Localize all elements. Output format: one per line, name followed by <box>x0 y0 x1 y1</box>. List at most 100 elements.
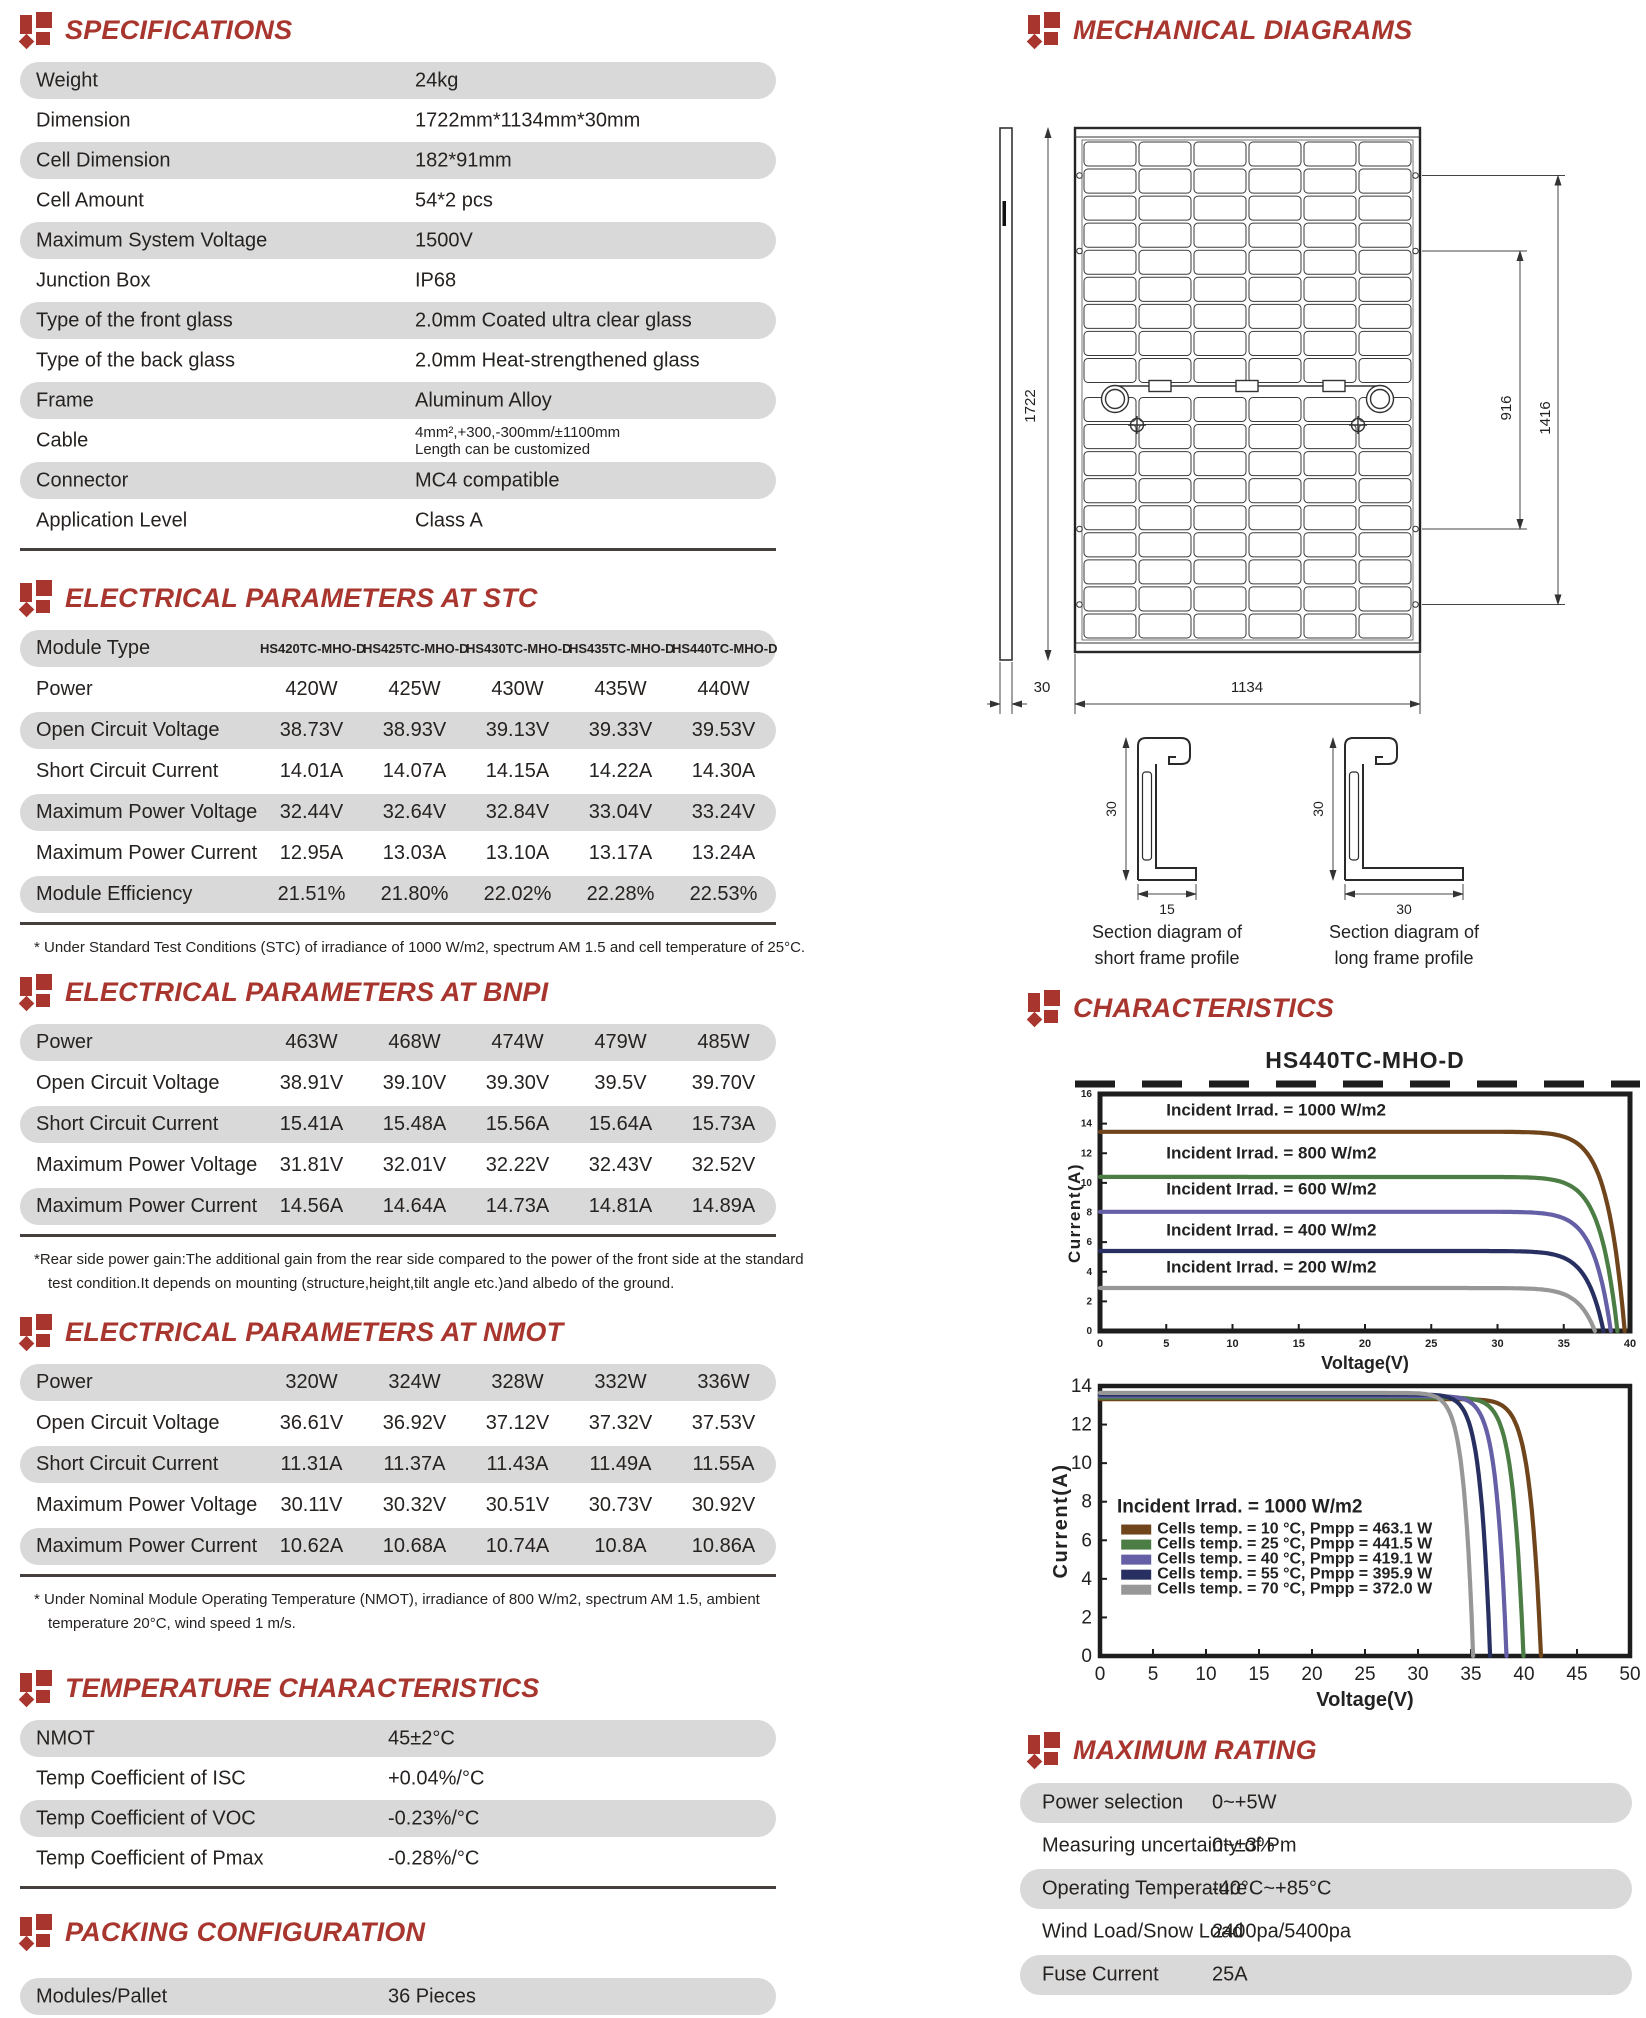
footnote-line: *Rear side power gain:The additional gai… <box>34 1251 804 1268</box>
mechanical-diagram: 1722 <box>987 126 1565 968</box>
characteristics-header: CHARACTERISTICS <box>985 988 1646 1028</box>
param-row: Open Circuit Voltage 38.91V 39.10V 39.30V 39… <box>20 1065 776 1102</box>
param-row: Open Circuit Voltage 38.73V 38.93V 39.13V 39… <box>20 712 776 749</box>
section-characteristics: CHARACTERISTICS <box>985 988 1646 1040</box>
svg-text:Incident Irrad. = 800 W/m2: Incident Irrad. = 800 W/m2 <box>1166 1143 1376 1162</box>
section-marker-icon <box>18 974 52 1012</box>
table-row: Temp Coefficient of VOC -0.23%/°C <box>20 1800 776 1837</box>
junction-box-assembly <box>1100 379 1395 434</box>
row-label: Temp Coefficient of VOC <box>36 1807 256 1829</box>
maximum-rating-table: Power selection 0~+5W Measuring uncertaint… <box>1020 1783 1632 1995</box>
maximum-rating-header: MAXIMUM RATING <box>985 1730 1646 1770</box>
svg-text:15: 15 <box>1248 1664 1269 1685</box>
param-value: 39.13V <box>485 719 550 741</box>
section-marker-icon <box>1026 1732 1060 1770</box>
section-marker-icon <box>1026 990 1060 1028</box>
dim-width-1134 <box>1074 654 1421 714</box>
param-value: 32.64V <box>382 801 447 823</box>
table-row: Wind Load/Snow Load 2400pa/5400pa <box>1020 1912 1632 1952</box>
row-label: Application Level <box>36 509 188 531</box>
param-value: 10.8A <box>594 1535 647 1557</box>
param-value: 22.28% <box>586 883 655 905</box>
section-title: TEMPERATURE CHARACTERISTICS <box>65 1672 540 1703</box>
svg-text:Cells temp. = 10 °C, Pmpp = 4: Cells temp. = 10 °C, Pmpp = 463.1 W <box>1157 1521 1433 1538</box>
param-row: Short Circuit Current 11.31A 11.37A 11.43A 1… <box>20 1446 776 1483</box>
svg-text:10: 10 <box>1071 1453 1092 1474</box>
svg-text:35: 35 <box>1558 1338 1570 1350</box>
param-value: 32.22V <box>485 1154 550 1176</box>
svg-text:8: 8 <box>1086 1208 1092 1219</box>
row-value-line: 4mm²,+300,-300mm/±1100mm <box>415 423 621 441</box>
nmot-header: ELECTRICAL PARAMETERS AT NMOT <box>18 1312 776 1352</box>
param-value: 32.44V <box>279 801 344 823</box>
param-value: 14.01A <box>279 760 344 782</box>
row-value: -40°C~+85°C <box>1212 1877 1332 1900</box>
row-value: 2.0mm Heat-strengthened glass <box>415 349 700 371</box>
footnote-line: temperature 20°C, wind speed 1 m/s. <box>48 1615 296 1632</box>
svg-text:Incident Irrad. = 1000 W/m2: Incident Irrad. = 1000 W/m2 <box>1166 1100 1386 1119</box>
footnote-line: * Under Nominal Module Operating Tempera… <box>34 1591 760 1608</box>
row-value: 45±2°C <box>388 1727 455 1749</box>
svg-text:14: 14 <box>1081 1119 1093 1130</box>
param-value: 33.24V <box>691 801 756 823</box>
row-label: Type of the back glass <box>36 349 236 371</box>
row-value: 36 Pieces <box>388 1985 476 2007</box>
row-label: Power <box>36 1371 93 1393</box>
section-marker-icon <box>18 1914 52 1952</box>
solar-panel-drawing <box>1073 126 1422 654</box>
param-row: Maximum Power Current 12.95A 13.03A 13.10A 1… <box>20 835 776 872</box>
param-value: 11.55A <box>692 1453 755 1475</box>
svg-text:10: 10 <box>1195 1664 1216 1685</box>
short-frame-dims <box>1122 737 1197 900</box>
svg-text:5: 5 <box>1163 1338 1169 1350</box>
param-value: 13.17A <box>588 842 653 864</box>
section-title: ELECTRICAL PARAMETERS AT NMOT <box>65 1316 564 1347</box>
param-value: 30.11V <box>280 1494 343 1516</box>
param-value: 474W <box>491 1031 544 1053</box>
specifications-table: Weight 24kg Dimension 1722mm*1134mm*30mm Cel… <box>20 62 776 539</box>
table-row: Dimension 1722mm*1134mm*30mm <box>20 102 776 139</box>
svg-text:0: 0 <box>1095 1664 1106 1685</box>
row-value: -0.28%/°C <box>388 1847 480 1869</box>
row-label: Maximum Power Voltage <box>36 1154 258 1176</box>
dim-label-hole-span-inner: 916 <box>1498 395 1515 420</box>
table-row: Type of the front glass 2.0mm Coated ultr… <box>20 302 776 339</box>
short-frame-profile <box>1137 737 1197 881</box>
table-row: Maximum System Voltage 1500V <box>20 222 776 259</box>
specifications-header: SPECIFICATIONS <box>18 10 776 50</box>
module-name: HS420TC-MHO-D <box>260 641 366 656</box>
dim-label-panel-width: 1134 <box>1231 679 1263 696</box>
row-value: 182*91mm <box>415 149 512 171</box>
param-value: 13.24A <box>691 842 756 864</box>
svg-text:15: 15 <box>1293 1338 1305 1350</box>
param-value: 32.52V <box>691 1154 756 1176</box>
param-value: 15.56A <box>485 1113 550 1135</box>
row-label: Cable <box>36 429 89 451</box>
short-frame-width-label: 15 <box>1159 901 1175 917</box>
param-row: Short Circuit Current 15.41A 15.48A 15.56A 1… <box>20 1106 776 1143</box>
param-value: 31.81V <box>279 1154 344 1176</box>
panel-side-profile <box>999 127 1013 661</box>
section-specifications: SPECIFICATIONS Weight 24kg Dimension 1722mm… <box>18 10 776 551</box>
mounting-holes <box>1076 172 1419 608</box>
param-row: Maximum Power Voltage 32.44V 32.64V 32.84V 3… <box>20 794 776 831</box>
table-row: Fuse Current 25A <box>1020 1955 1632 1995</box>
param-value: 39.33V <box>588 719 653 741</box>
long-frame-width-label: 30 <box>1396 901 1412 917</box>
mechanical-header: MECHANICAL DIAGRAMS <box>985 10 1646 50</box>
param-row: Short Circuit Current 14.01A 14.07A 14.15A 1… <box>20 753 776 790</box>
row-label: Open Circuit Voltage <box>36 719 220 741</box>
svg-text:30: 30 <box>1491 1338 1503 1350</box>
row-value: Aluminum Alloy <box>415 389 552 411</box>
row-label: Weight <box>36 69 98 91</box>
row-label: Maximum Power Voltage <box>36 1494 258 1516</box>
param-value: 332W <box>594 1371 647 1393</box>
svg-text:25: 25 <box>1354 1664 1375 1685</box>
bnpi-footnote: *Rear side power gain:The additional gai… <box>20 1248 804 1296</box>
param-value: 425W <box>388 678 441 700</box>
table-row: Operating Temperature -40°C~+85°C <box>1020 1869 1632 1909</box>
dim-depth-30 <box>987 662 1027 714</box>
cell-grid <box>1083 141 1412 639</box>
row-label: Power <box>36 678 93 700</box>
param-value: 14.07A <box>382 760 447 782</box>
